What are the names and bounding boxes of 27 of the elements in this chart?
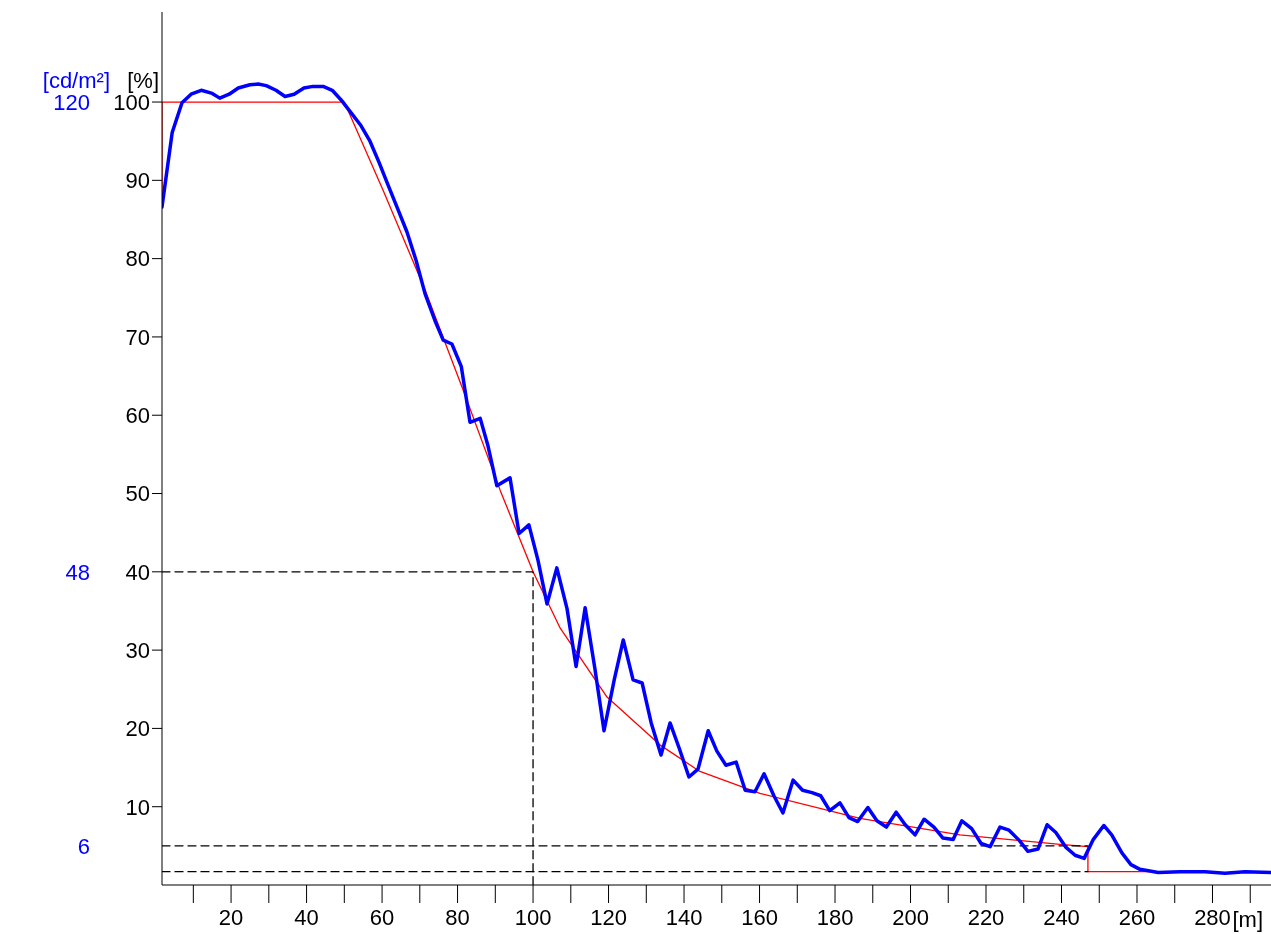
x-tick-label: 80 (445, 904, 470, 930)
y-tick-label: 90 (125, 168, 150, 194)
x-tick-label: 100 (514, 904, 552, 930)
y-tick-label: 80 (125, 246, 150, 272)
y-tick-label: 20 (125, 716, 150, 742)
y-tick-label: 10 (125, 794, 150, 820)
x-tick-label: 200 (892, 904, 929, 930)
x-tick-label: 160 (741, 904, 778, 930)
x-tick-label: 20 (218, 904, 244, 930)
x-tick-label: 240 (1043, 904, 1080, 930)
y-tick-label: 40 (125, 559, 150, 585)
x-tick-label: 180 (816, 904, 854, 930)
y2-tick-label: 48 (65, 559, 90, 585)
x-tick-label: 280 (1194, 904, 1231, 930)
y-axis-title: [%] (127, 68, 159, 93)
y-tick-label: 50 (125, 481, 150, 507)
x-axis-title: [m] (1232, 907, 1264, 932)
x-tick-label: 260 (1118, 904, 1156, 930)
y-tick-label: 70 (125, 324, 150, 350)
x-tick-label: 60 (369, 904, 395, 930)
x-tick-label: 220 (967, 904, 1005, 930)
y-tick-label: 60 (125, 403, 150, 429)
x-tick-label: 40 (294, 904, 319, 930)
y-tick-label: 30 (125, 637, 150, 663)
x-tick-label: 140 (665, 904, 703, 930)
x-tick-label: 120 (590, 904, 627, 930)
y2-tick-label: 6 (77, 833, 90, 859)
